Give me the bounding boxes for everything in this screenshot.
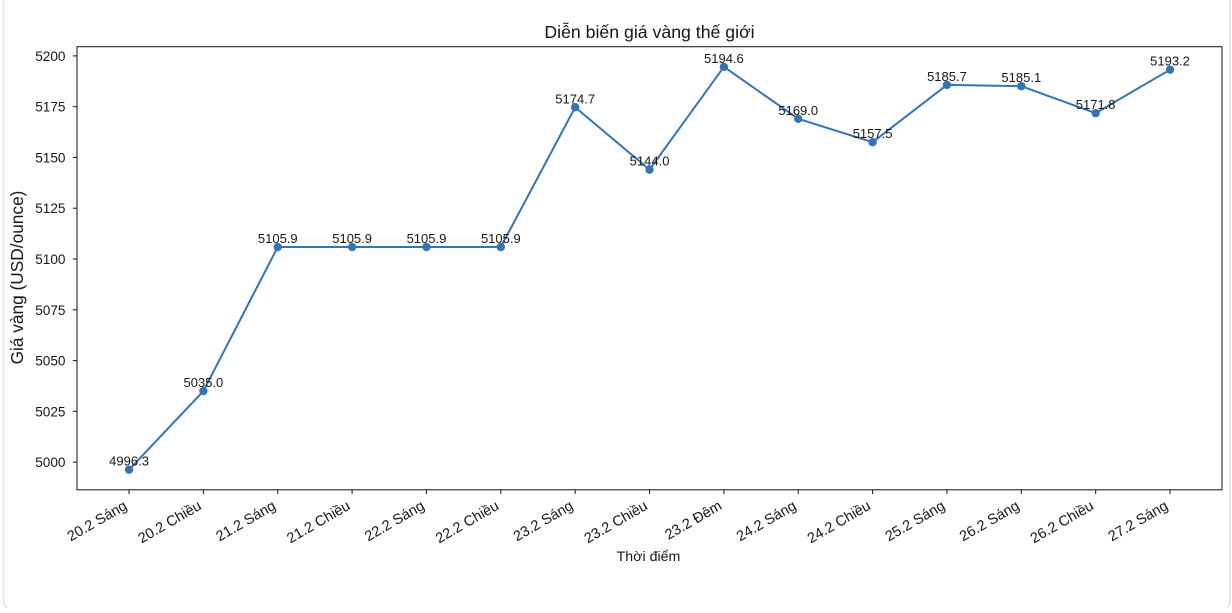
svg-text:5125: 5125: [35, 201, 65, 216]
svg-text:26.2 Chiều: 26.2 Chiều: [1028, 498, 1097, 547]
svg-text:5105.9: 5105.9: [258, 231, 298, 246]
svg-text:22.2 Sáng: 22.2 Sáng: [362, 498, 427, 545]
svg-text:5075: 5075: [35, 303, 65, 318]
svg-text:23.2 Sáng: 23.2 Sáng: [511, 498, 576, 545]
svg-text:Diễn biến giá vàng thế giới: Diễn biến giá vàng thế giới: [544, 21, 754, 42]
svg-text:27.2 Sáng: 27.2 Sáng: [1106, 498, 1171, 545]
svg-text:22.2 Chiều: 22.2 Chiều: [433, 498, 502, 547]
svg-text:5025: 5025: [35, 404, 65, 419]
svg-text:Giá vàng (USD/ounce): Giá vàng (USD/ounce): [7, 191, 27, 365]
svg-text:23.2 Đêm: 23.2 Đêm: [662, 498, 724, 543]
svg-text:21.2 Sáng: 21.2 Sáng: [213, 498, 278, 545]
svg-text:5193.2: 5193.2: [1150, 54, 1190, 69]
svg-text:5000: 5000: [35, 455, 66, 470]
svg-text:24.2 Sáng: 24.2 Sáng: [734, 498, 799, 545]
svg-text:5194.6: 5194.6: [704, 51, 744, 66]
svg-text:5100: 5100: [35, 252, 66, 267]
svg-text:25.2 Sáng: 25.2 Sáng: [883, 498, 948, 545]
svg-text:5157.5: 5157.5: [853, 126, 893, 141]
svg-text:20.2 Sáng: 20.2 Sáng: [65, 498, 130, 545]
svg-text:21.2 Chiều: 21.2 Chiều: [284, 498, 353, 547]
svg-text:5105.9: 5105.9: [332, 231, 372, 246]
svg-text:5050: 5050: [35, 354, 66, 369]
svg-text:5171.8: 5171.8: [1076, 97, 1116, 112]
svg-text:24.2 Chiều: 24.2 Chiều: [805, 498, 874, 547]
svg-text:5200: 5200: [35, 49, 66, 64]
svg-text:5150: 5150: [35, 150, 66, 165]
svg-text:5105.9: 5105.9: [407, 231, 447, 246]
svg-text:5105.9: 5105.9: [481, 231, 521, 246]
svg-text:5185.1: 5185.1: [1001, 70, 1041, 85]
svg-text:20.2 Chiều: 20.2 Chiều: [136, 498, 205, 547]
svg-text:5174.7: 5174.7: [555, 91, 595, 106]
svg-text:Thời điểm: Thời điểm: [617, 549, 681, 565]
svg-text:5175: 5175: [35, 100, 65, 115]
svg-text:26.2 Sáng: 26.2 Sáng: [957, 498, 1022, 545]
svg-text:5169.0: 5169.0: [778, 103, 818, 118]
svg-text:5035.0: 5035.0: [184, 375, 224, 390]
svg-text:5144.0: 5144.0: [630, 154, 670, 169]
svg-text:23.2 Chiều: 23.2 Chiều: [582, 498, 651, 547]
svg-text:4996.3: 4996.3: [109, 454, 149, 469]
svg-text:5185.7: 5185.7: [927, 69, 967, 84]
